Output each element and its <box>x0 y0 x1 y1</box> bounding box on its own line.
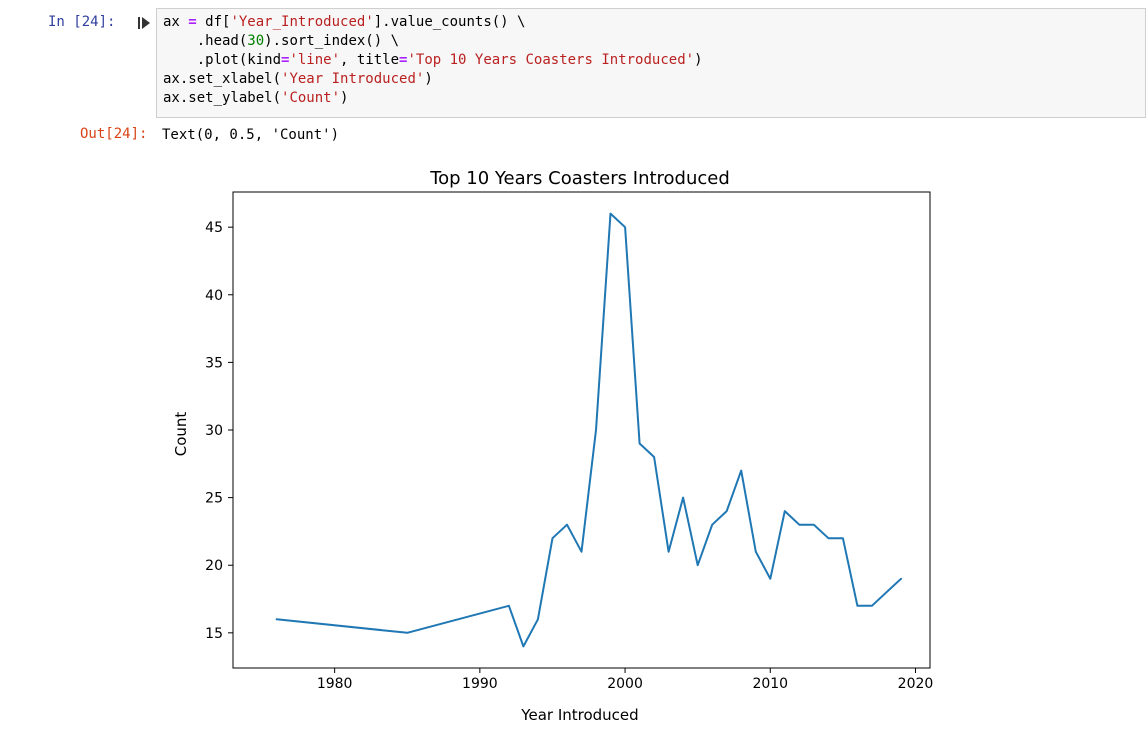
y-tick-label: 35 <box>205 355 223 371</box>
x-tick-label: 2000 <box>607 676 643 692</box>
y-tick-label: 15 <box>205 626 223 642</box>
y-tick-label: 30 <box>205 423 223 439</box>
x-tick-label: 1980 <box>317 676 353 692</box>
output-prompt: Out[24]: <box>80 126 148 142</box>
output-text: Text(0, 0.5, 'Count') <box>162 127 340 143</box>
series-line <box>275 212 902 648</box>
y-tick-label: 20 <box>205 558 223 574</box>
y-tick-label: 40 <box>205 288 223 304</box>
code-line: .plot(kind='line', title='Top 10 Years C… <box>163 52 703 68</box>
y-tick-label: 45 <box>205 220 223 236</box>
code-line: ax.set_xlabel('Year Introduced') <box>163 71 433 87</box>
x-tick-label: 1990 <box>462 676 498 692</box>
chart-title: Top 10 Years Coasters Introduced <box>429 168 730 189</box>
code-line: .head(30).sort_index() \ <box>163 33 400 49</box>
x-tick-label: 2020 <box>898 676 934 692</box>
plot-frame <box>232 191 931 669</box>
run-cell-icon[interactable] <box>137 16 151 30</box>
x-tick-label: 2010 <box>752 676 788 692</box>
y-tick-label: 25 <box>205 491 223 507</box>
x-axis-label: Year Introduced <box>520 706 638 724</box>
y-axis-label: Count <box>172 412 190 457</box>
code-line: ax = df['Year_Introduced'].value_counts(… <box>163 14 526 30</box>
input-prompt: In [24]: <box>48 14 116 30</box>
code-line: ax.set_ylabel('Count') <box>163 90 349 106</box>
code-cell[interactable]: ax = df['Year_Introduced'].value_counts(… <box>156 8 1146 118</box>
